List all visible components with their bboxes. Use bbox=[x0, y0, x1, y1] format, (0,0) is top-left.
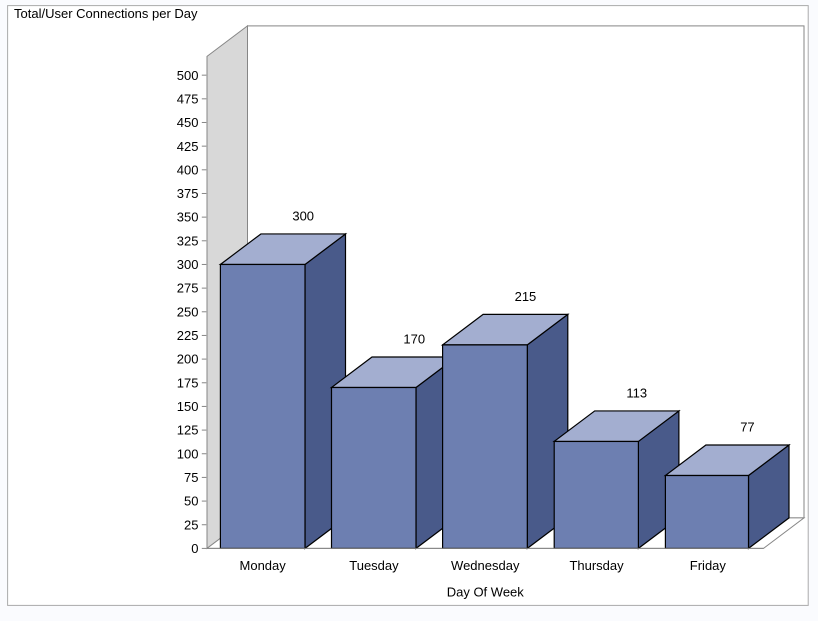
svg-text:77: 77 bbox=[740, 420, 754, 435]
svg-text:250: 250 bbox=[177, 304, 199, 319]
svg-text:Total/User Connections per Day: Total/User Connections per Day bbox=[14, 6, 198, 21]
svg-text:475: 475 bbox=[177, 91, 199, 106]
svg-text:400: 400 bbox=[177, 162, 199, 177]
svg-text:Tuesday: Tuesday bbox=[349, 558, 399, 573]
svg-text:450: 450 bbox=[177, 115, 199, 130]
svg-text:Thursday: Thursday bbox=[569, 558, 624, 573]
svg-text:300: 300 bbox=[177, 257, 199, 272]
svg-text:500: 500 bbox=[177, 68, 199, 83]
svg-text:300: 300 bbox=[292, 208, 314, 223]
svg-text:215: 215 bbox=[515, 289, 537, 304]
svg-text:0: 0 bbox=[191, 541, 198, 556]
svg-text:125: 125 bbox=[177, 423, 199, 438]
svg-text:Wednesday: Wednesday bbox=[451, 558, 520, 573]
svg-text:325: 325 bbox=[177, 233, 199, 248]
svg-text:50: 50 bbox=[184, 494, 198, 509]
svg-text:375: 375 bbox=[177, 186, 199, 201]
svg-text:170: 170 bbox=[403, 332, 425, 347]
svg-text:150: 150 bbox=[177, 399, 199, 414]
svg-text:350: 350 bbox=[177, 210, 199, 225]
svg-text:Day Of Week: Day Of Week bbox=[447, 585, 525, 600]
svg-text:113: 113 bbox=[626, 385, 647, 400]
svg-text:Monday: Monday bbox=[240, 558, 287, 573]
svg-text:200: 200 bbox=[177, 352, 199, 367]
svg-text:100: 100 bbox=[177, 446, 199, 461]
svg-text:Friday: Friday bbox=[690, 558, 727, 573]
svg-text:425: 425 bbox=[177, 139, 199, 154]
svg-text:275: 275 bbox=[177, 281, 199, 296]
svg-text:25: 25 bbox=[184, 517, 198, 532]
svg-text:75: 75 bbox=[184, 470, 198, 485]
svg-text:175: 175 bbox=[177, 375, 199, 390]
svg-text:225: 225 bbox=[177, 328, 199, 343]
